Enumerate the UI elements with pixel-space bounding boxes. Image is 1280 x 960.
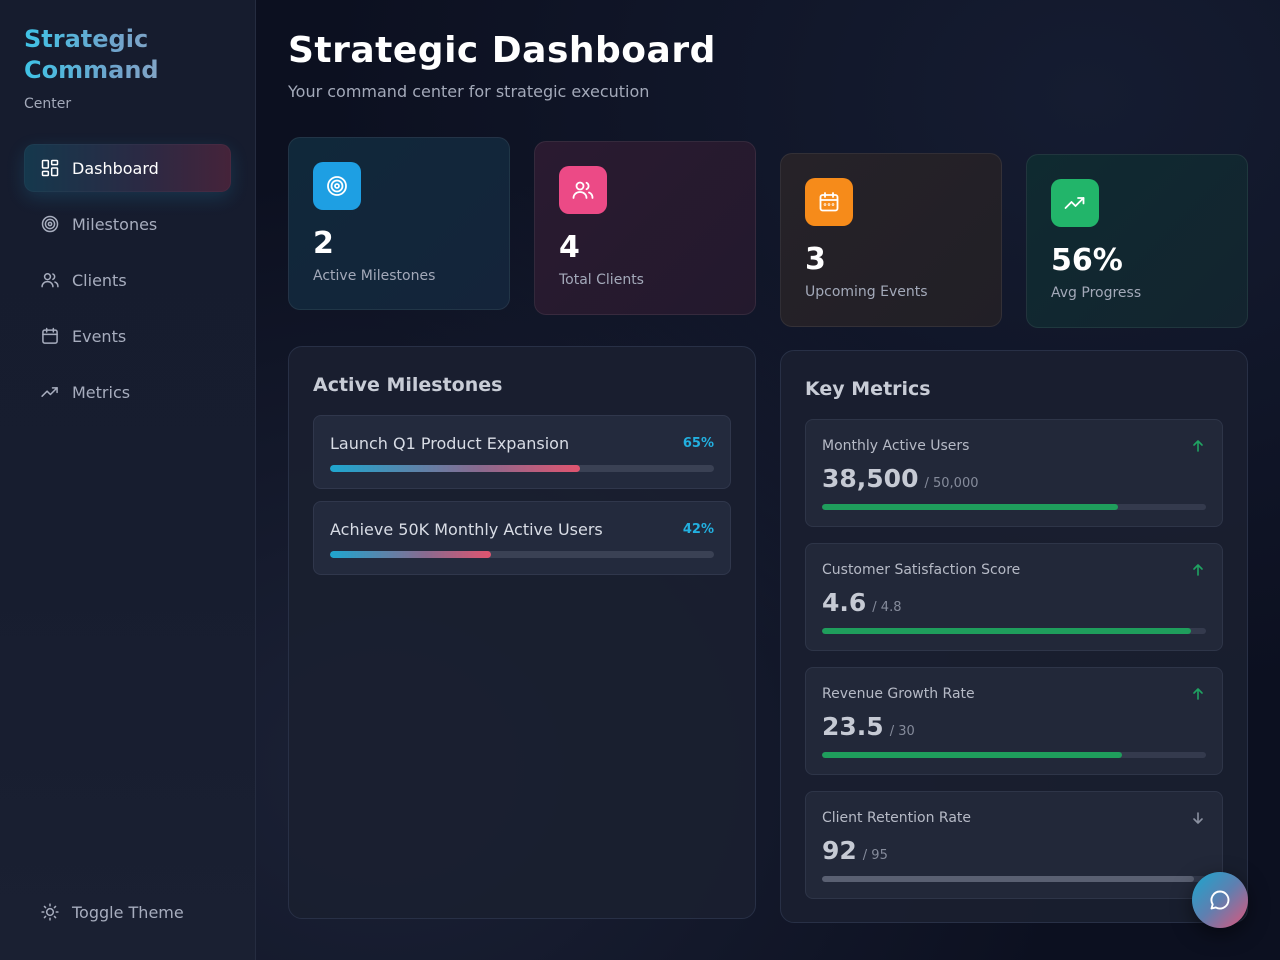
panel-title: Active Milestones — [313, 374, 503, 396]
metric-target: / 4.8 — [872, 600, 902, 615]
users-icon — [40, 270, 60, 290]
milestone-percent: 65% — [682, 436, 714, 451]
stat-card-total-clients: 4 Total Clients — [534, 141, 756, 315]
metric-current: 92 — [822, 836, 857, 865]
milestone-progress-fill — [330, 465, 580, 472]
arrow-up-icon — [1190, 438, 1206, 454]
chat-bubble-icon — [1208, 888, 1232, 912]
page-title: Strategic Dashboard — [288, 30, 716, 71]
brand-title: Strategic Command — [24, 24, 224, 86]
sidebar-nav: Dashboard Milestones Clients — [24, 144, 231, 424]
sidebar-item-events[interactable]: Events — [24, 312, 231, 360]
arrow-down-icon — [1190, 810, 1206, 826]
metric-card[interactable]: Revenue Growth Rate 23.5 / 30 — [805, 667, 1223, 775]
metric-name: Revenue Growth Rate — [822, 686, 975, 702]
metric-name: Client Retention Rate — [822, 810, 972, 826]
toggle-theme-button[interactable]: Toggle Theme — [24, 888, 231, 936]
stat-label: Total Clients — [559, 272, 644, 288]
milestone-progress-fill — [330, 551, 492, 558]
metric-progress-fill — [822, 504, 1118, 510]
metric-value: 38,500 / 50,000 — [822, 464, 978, 493]
stat-card-upcoming-events: 3 Upcoming Events — [780, 153, 1002, 327]
milestone-progress-track — [330, 551, 714, 558]
sidebar: Strategic Command Center Dashboard — [0, 0, 256, 960]
metric-target: / 95 — [862, 848, 888, 863]
sidebar-item-label: Metrics — [72, 382, 131, 402]
metric-progress-fill — [822, 628, 1191, 634]
metric-progress-fill — [822, 876, 1195, 882]
metric-progress-track — [822, 504, 1206, 510]
milestone-card[interactable]: Launch Q1 Product Expansion 65% — [313, 415, 731, 489]
trending-up-icon — [40, 382, 60, 402]
stat-value: 56% — [1051, 243, 1123, 278]
metric-current: 4.6 — [822, 588, 867, 617]
milestone-percent: 42% — [682, 522, 714, 537]
arrow-up-icon — [1190, 562, 1206, 578]
key-metrics-panel: Key Metrics Monthly Active Users 38,500 /… — [780, 350, 1248, 923]
stat-label: Avg Progress — [1051, 285, 1142, 301]
brand-subtitle: Center — [24, 96, 72, 112]
page-subtitle: Your command center for strategic execut… — [288, 82, 650, 101]
milestone-name: Launch Q1 Product Expansion — [330, 434, 570, 453]
stat-card-active-milestones: 2 Active Milestones — [288, 137, 510, 310]
milestone-progress-track — [330, 465, 714, 472]
stat-label: Upcoming Events — [805, 284, 928, 300]
metric-card[interactable]: Monthly Active Users 38,500 / 50,000 — [805, 419, 1223, 527]
calendar-icon — [805, 178, 853, 226]
metric-progress-fill — [822, 752, 1122, 758]
metric-value: 4.6 / 4.8 — [822, 588, 901, 617]
sidebar-item-milestones[interactable]: Milestones — [24, 200, 231, 248]
metric-progress-track — [822, 628, 1206, 634]
dashboard-grid-icon — [40, 158, 60, 178]
sidebar-item-clients[interactable]: Clients — [24, 256, 231, 304]
metric-card[interactable]: Customer Satisfaction Score 4.6 / 4.8 — [805, 543, 1223, 651]
trending-up-icon — [1051, 179, 1099, 227]
brand: Strategic Command Center — [24, 24, 224, 112]
metric-value: 92 / 95 — [822, 836, 888, 865]
sidebar-item-label: Events — [72, 326, 127, 346]
toggle-theme-label: Toggle Theme — [72, 902, 184, 922]
sidebar-item-label: Dashboard — [72, 158, 159, 178]
calendar-icon — [40, 326, 60, 346]
stat-card-avg-progress: 56% Avg Progress — [1026, 154, 1248, 328]
metric-target: / 50,000 — [924, 476, 979, 491]
metric-progress-track — [822, 752, 1206, 758]
metric-name: Monthly Active Users — [822, 438, 970, 454]
active-milestones-panel: Active Milestones Launch Q1 Product Expa… — [288, 346, 756, 919]
metric-card[interactable]: Client Retention Rate 92 / 95 — [805, 791, 1223, 899]
metric-name: Customer Satisfaction Score — [822, 562, 1021, 578]
sidebar-item-metrics[interactable]: Metrics — [24, 368, 231, 416]
stat-label: Active Milestones — [313, 268, 436, 284]
arrow-up-icon — [1190, 686, 1206, 702]
metric-value: 23.5 / 30 — [822, 712, 915, 741]
users-icon — [559, 166, 607, 214]
metric-current: 38,500 — [822, 464, 919, 493]
stat-value: 2 — [313, 226, 334, 261]
target-icon — [313, 162, 361, 210]
stat-value: 4 — [559, 230, 580, 265]
metric-progress-track — [822, 876, 1206, 882]
chat-button[interactable] — [1192, 872, 1248, 928]
sidebar-item-dashboard[interactable]: Dashboard — [24, 144, 231, 192]
sidebar-item-label: Clients — [72, 270, 127, 290]
milestone-name: Achieve 50K Monthly Active Users — [330, 520, 603, 539]
metric-target: / 30 — [889, 724, 915, 739]
milestone-card[interactable]: Achieve 50K Monthly Active Users 42% — [313, 501, 731, 575]
metric-current: 23.5 — [822, 712, 884, 741]
sun-icon — [40, 902, 60, 922]
target-icon — [40, 214, 60, 234]
sidebar-item-label: Milestones — [72, 214, 158, 234]
stat-value: 3 — [805, 242, 826, 277]
panel-title: Key Metrics — [805, 378, 931, 400]
